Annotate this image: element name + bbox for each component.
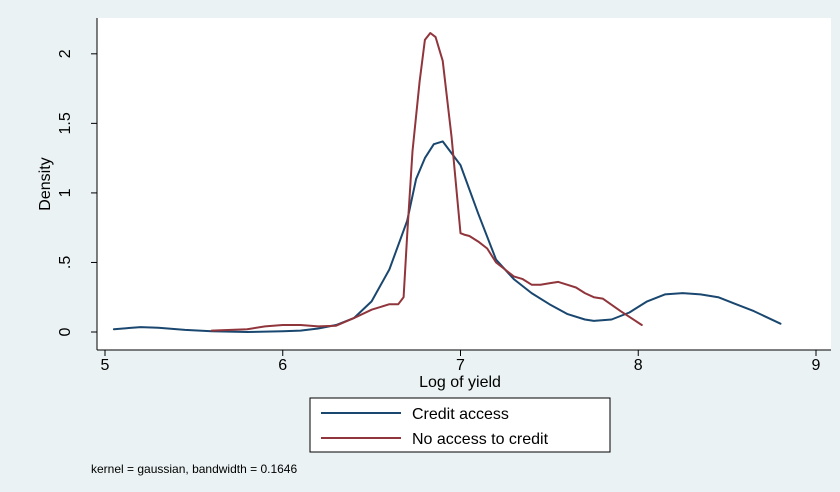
- series-line-credit-access: [112, 140, 782, 333]
- x-tick-label: 7: [456, 357, 465, 374]
- y-tick-label: 1: [57, 188, 74, 197]
- legend-label-no-access: No access to credit: [412, 431, 549, 448]
- y-tick-label: 2: [57, 49, 74, 58]
- y-ticks: 0 .5 1 1.5 2: [57, 49, 97, 336]
- legend-label-credit-access: Credit access: [412, 406, 509, 423]
- y-tick-label: 0: [57, 327, 74, 336]
- y-tick-label: .5: [57, 256, 74, 269]
- series-layer: [112, 32, 782, 333]
- legend: Credit access No access to credit: [309, 397, 611, 453]
- plot-area: [97, 18, 831, 350]
- x-ticks: 5 6 7 8 9: [101, 350, 821, 374]
- x-tick-label: 8: [634, 357, 643, 374]
- legend-box: [309, 397, 611, 453]
- y-axis-label: Density: [37, 157, 54, 210]
- y-tick-label: 1.5: [57, 112, 74, 134]
- x-axis-label: Log of yield: [419, 374, 501, 391]
- x-tick-label: 5: [101, 357, 110, 374]
- kernel-note: kernel = gaussian, bandwidth = 0.1646: [91, 462, 297, 476]
- series-line-no-access: [210, 32, 643, 332]
- x-tick-label: 9: [812, 357, 821, 374]
- x-tick-label: 6: [278, 357, 287, 374]
